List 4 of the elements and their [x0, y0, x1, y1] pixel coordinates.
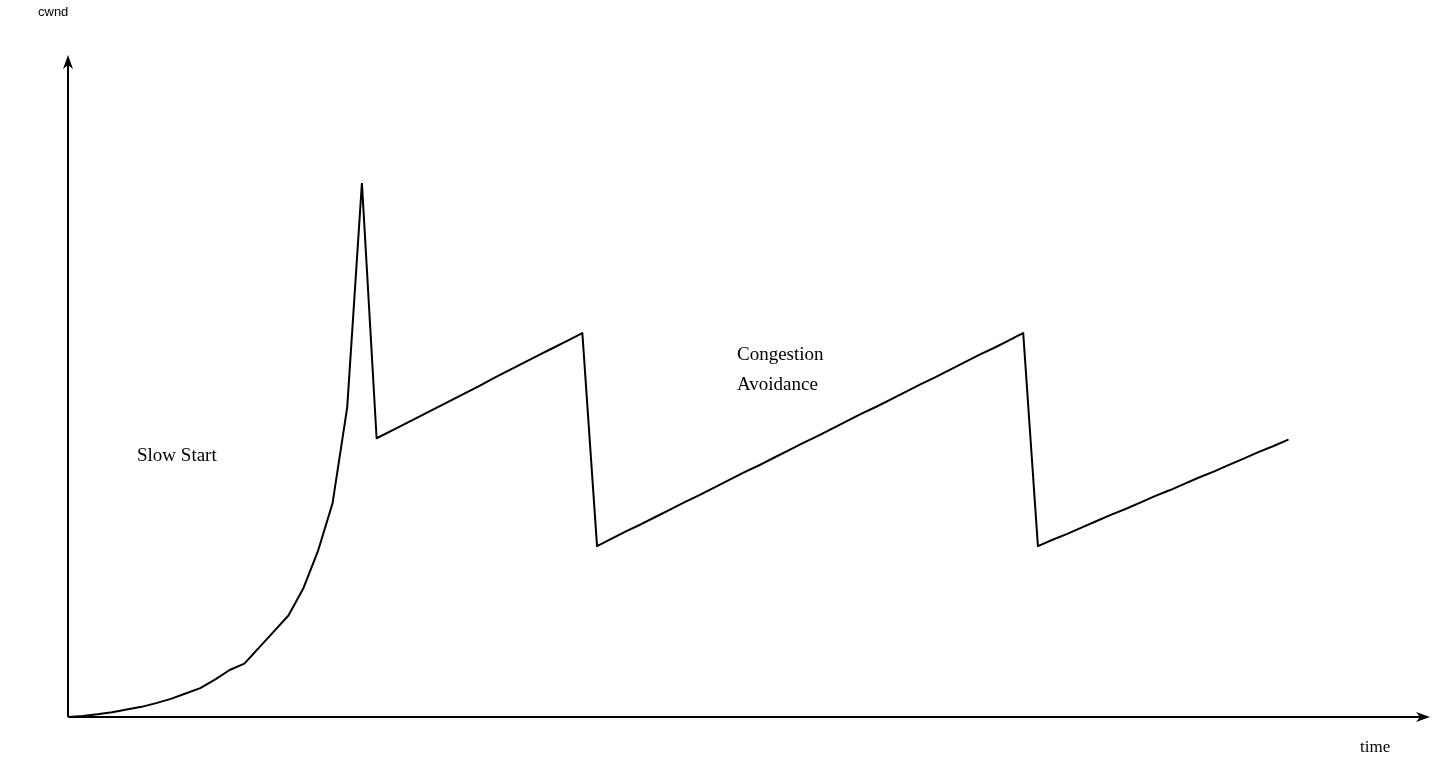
x-axis-title: time [1360, 737, 1391, 757]
text: cwnd [38, 3, 69, 19]
annotation: Slow Start [137, 443, 218, 465]
annotation: Congestion Avoidance [737, 342, 825, 394]
